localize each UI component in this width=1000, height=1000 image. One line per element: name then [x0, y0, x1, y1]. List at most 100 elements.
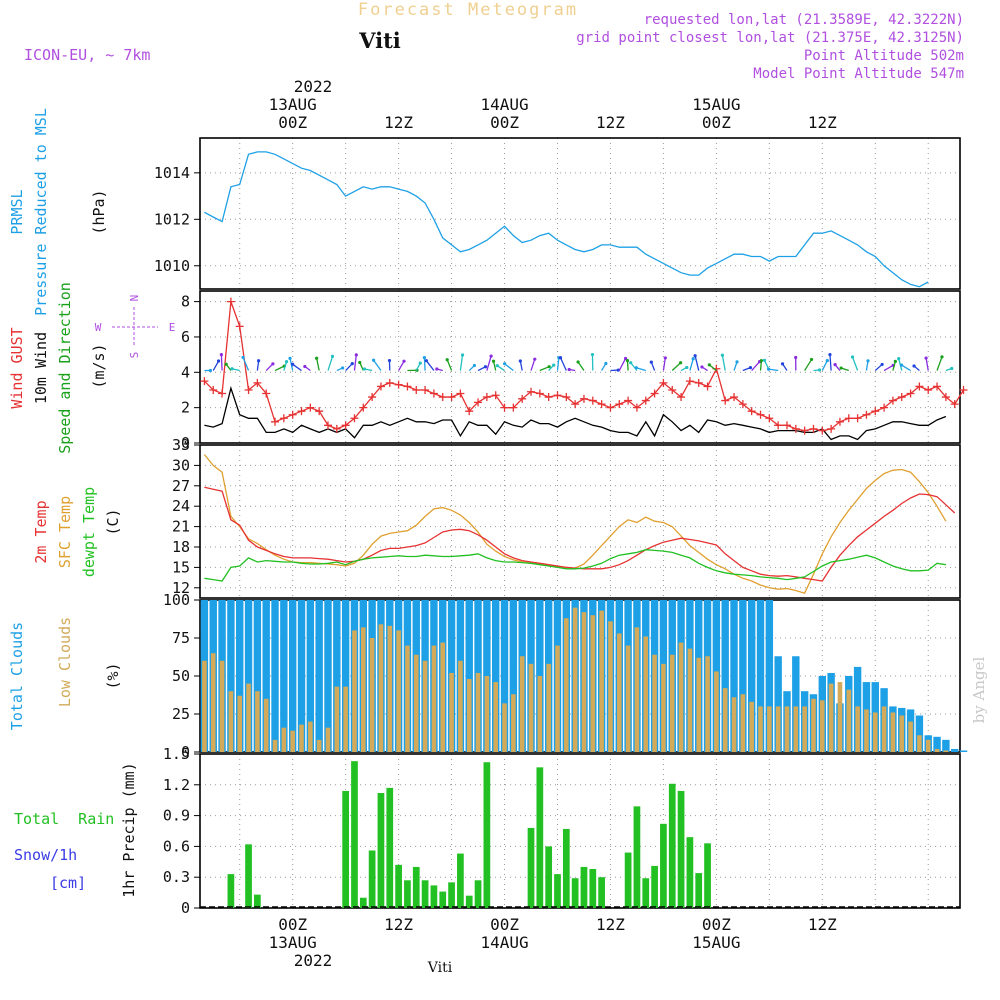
low-cloud-bar	[440, 642, 446, 752]
bottom-hour-label: 12Z	[384, 915, 413, 934]
gust-marker	[588, 396, 597, 405]
rain-bar	[254, 894, 261, 908]
rain-bar	[465, 895, 473, 908]
total-cloud-bar	[942, 739, 950, 752]
total-cloud-bar	[721, 600, 729, 752]
gust-marker	[597, 400, 606, 409]
gust-marker	[844, 414, 853, 423]
gust-marker	[544, 393, 553, 402]
low-cloud-bar	[652, 654, 657, 752]
gridpoint-coords: grid point closest lon,lat (21.375E, 42.…	[576, 30, 964, 46]
low-cloud-bar	[881, 706, 887, 752]
low-cloud-bar	[281, 727, 287, 752]
panel-temperature: 12 15 18 21 24 27 30 33	[172, 436, 961, 599]
y-tick-label: 4	[181, 363, 190, 381]
low-cloud-bar	[731, 697, 737, 752]
total-cloud-bar	[792, 656, 800, 752]
low-clouds-label: Low Clouds	[56, 617, 74, 707]
low-cloud-bar	[237, 695, 243, 752]
low-cloud-bar	[837, 682, 843, 752]
wind-direction-arrowhead	[422, 355, 427, 360]
wind-gust-label: Wind GUST	[8, 327, 26, 408]
gust-marker	[403, 382, 412, 391]
low-cloud-bar	[890, 712, 896, 752]
low-cloud-bar	[855, 706, 860, 752]
wind-direction-arrowhead	[940, 355, 944, 359]
top-date-label: 13AUG	[269, 95, 317, 114]
rain-bar	[404, 880, 411, 908]
gust-marker	[747, 407, 756, 416]
gust-marker	[650, 389, 659, 398]
compass-s: S	[128, 352, 141, 359]
low-cloud-bar	[917, 735, 922, 752]
y-tick-label: 1010	[154, 257, 190, 275]
low-cloud-bar	[484, 676, 490, 752]
wind-direction-arrow	[768, 368, 779, 372]
wind-direction-arrow	[556, 357, 560, 371]
wind-direction-arrowhead	[330, 354, 335, 359]
top-hour-label: 12Z	[808, 113, 837, 132]
y-tick-label: 0	[181, 434, 190, 452]
rain-bar	[545, 846, 553, 908]
y-tick-label: 18	[172, 538, 190, 556]
wind-direction-arrowhead	[817, 368, 822, 372]
rain-bar	[677, 790, 685, 908]
total-cloud-bar	[333, 600, 341, 752]
y-tick-label: 2	[181, 399, 190, 417]
wind-direction-arrow	[212, 360, 220, 371]
gust-marker	[791, 424, 800, 433]
rain-bar	[624, 852, 632, 908]
low-cloud-bar	[413, 654, 419, 752]
wind-direction-arrow	[274, 365, 285, 372]
total-cloud-bar	[933, 736, 941, 752]
wind-direction-arrowhead	[472, 363, 477, 368]
wind-direction-arrowhead	[700, 365, 704, 369]
wind-direction-arrowhead	[489, 354, 493, 358]
gust-marker	[880, 403, 889, 412]
panel-frame	[199, 599, 961, 753]
rain-bar	[633, 806, 641, 908]
product-title: Forecast Meteogram	[358, 0, 578, 20]
low-cloud-bar	[943, 750, 949, 752]
wind-direction-arrowhead	[291, 362, 295, 366]
gust-marker	[465, 407, 474, 416]
requested-coords: requested lon,lat (21.3589E, 42.3222N)	[644, 12, 964, 28]
y-tick-label: 75	[172, 629, 190, 647]
wind-direction-arrowhead	[616, 368, 620, 372]
low-cloud-bar	[828, 683, 834, 752]
low-cloud-bar	[431, 645, 437, 752]
y-tick-label: 6	[181, 328, 190, 346]
total-cloud-bar	[324, 600, 332, 752]
pressure-line	[204, 151, 929, 288]
wind-direction-arrow	[486, 355, 492, 371]
wind-direction-arrowhead	[707, 363, 711, 367]
wind-direction-arrowhead	[552, 363, 556, 367]
wind-direction-arrowhead	[224, 362, 228, 366]
gust-marker	[941, 393, 950, 402]
wind-direction-arrow	[618, 358, 627, 371]
gust-marker	[950, 400, 959, 409]
low-cloud-bar	[396, 630, 401, 752]
bottom-hour-label: 12Z	[596, 915, 625, 934]
wind-direction-arrowhead	[257, 359, 261, 363]
low-cloud-bar	[466, 679, 472, 752]
low-cloud-bar	[352, 630, 357, 752]
low-cloud-bar	[864, 709, 869, 752]
y-tick-label: 1.5	[163, 745, 190, 763]
wind-dir-label: Speed and Direction	[56, 282, 74, 454]
wind-direction-arrow	[901, 364, 911, 372]
panel-frame	[199, 137, 961, 290]
wind-direction-arrow	[425, 360, 435, 371]
y-tick-label: 27	[172, 477, 190, 495]
wind-direction-arrowhead	[899, 363, 904, 367]
total-cloud-bar	[500, 600, 509, 752]
y-tick-label: 0.3	[163, 868, 190, 886]
wind-direction-arrow	[636, 367, 646, 372]
low-cloud-bar	[758, 706, 763, 752]
wind-direction-arrowhead	[604, 361, 608, 366]
gust-marker	[694, 378, 703, 387]
top-hour-label: 12Z	[596, 113, 625, 132]
total-cloud-bar	[253, 600, 262, 752]
gust-marker	[341, 421, 350, 430]
